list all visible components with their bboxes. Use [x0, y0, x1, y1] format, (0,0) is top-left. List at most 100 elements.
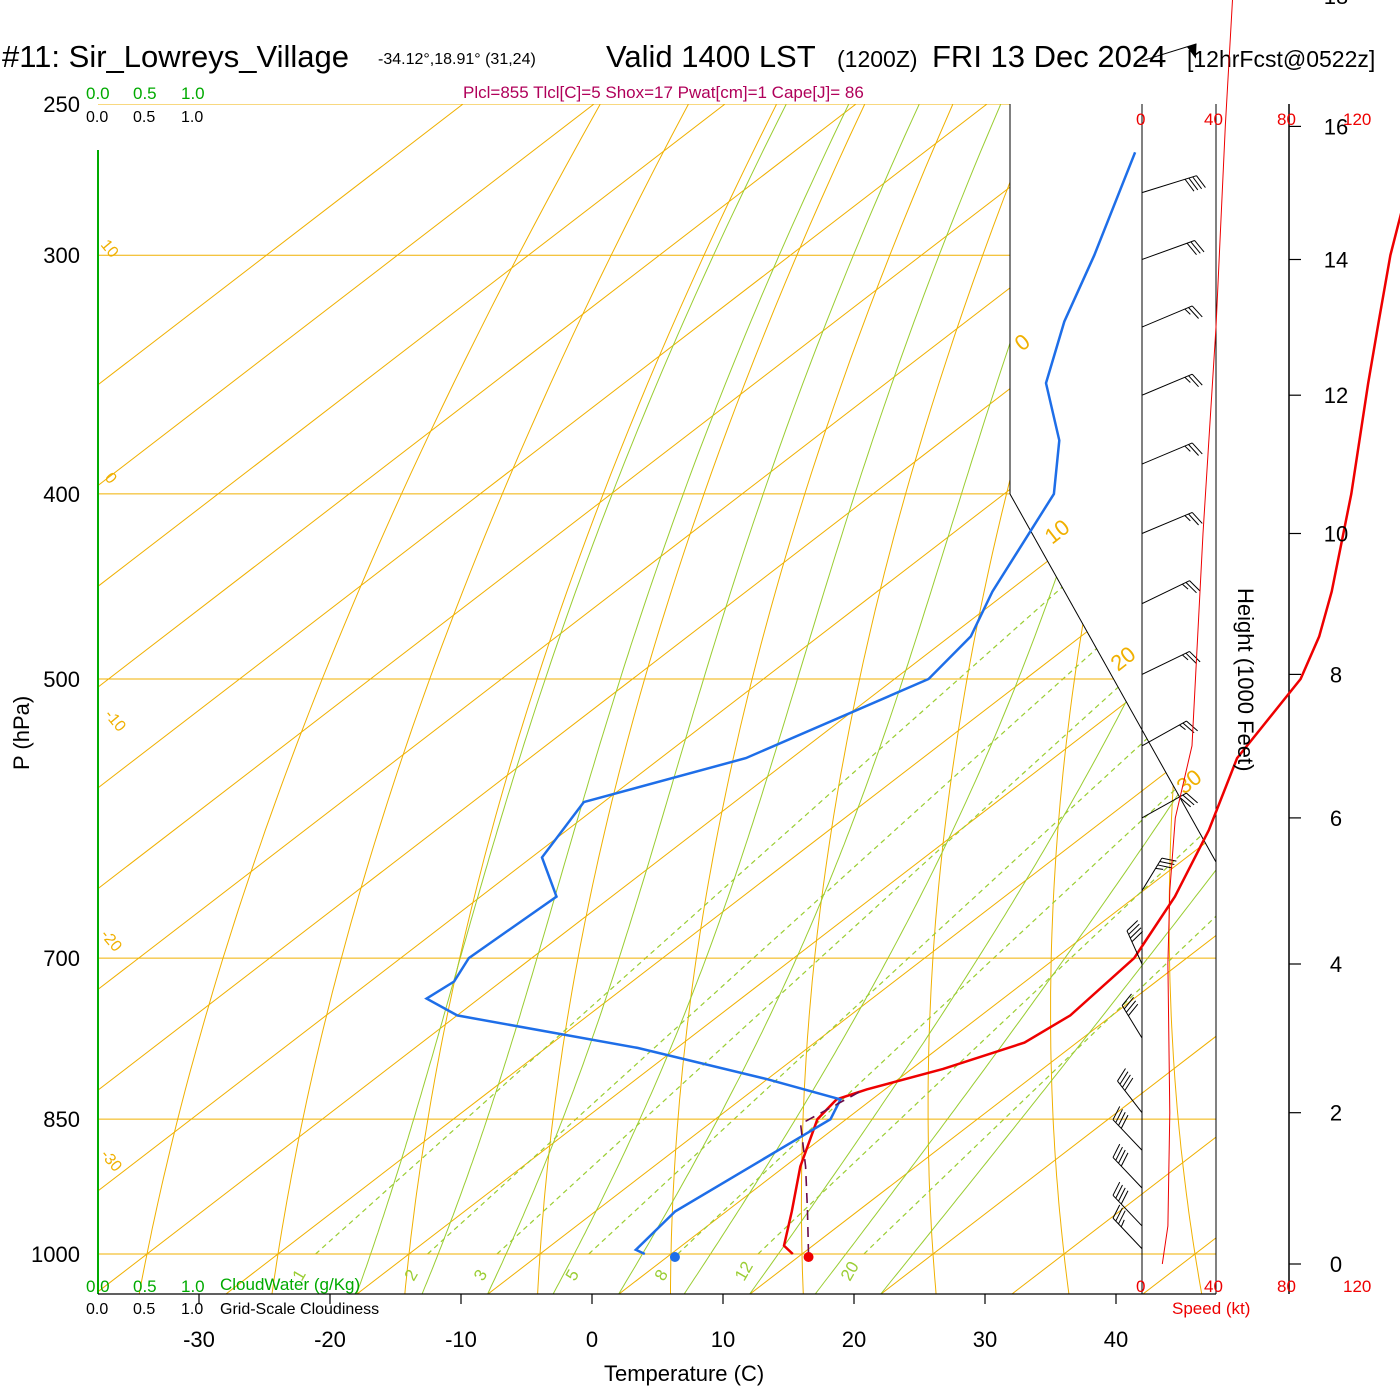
wind-barb	[1141, 650, 1201, 675]
height-axis-title: Height (1000 Feet)	[1233, 588, 1258, 771]
wind-barb-feather	[1119, 1071, 1129, 1085]
wind-barb-feather	[1112, 1181, 1121, 1196]
height-ticks: 02468101214161820222426283032	[1289, 0, 1348, 1277]
mixing-ratio-label: 2	[401, 1266, 422, 1284]
wind-barb-staff	[1141, 650, 1190, 675]
temperature-tick-label: -20	[314, 1327, 346, 1352]
wind-barb-half-feather	[1184, 515, 1191, 522]
station-title: #11: Sir_Lowreys_Village	[2, 39, 349, 74]
wind-barb	[1112, 1106, 1143, 1151]
temperature-tick-label: 0	[586, 1327, 598, 1352]
temperature-tick-label: 20	[842, 1327, 866, 1352]
wind-barb-feather	[1118, 1210, 1126, 1225]
wind-barb-staff	[1112, 1217, 1143, 1250]
wind-barb-staff	[1141, 175, 1197, 194]
mixing-ratio-line	[496, 493, 1216, 1255]
wind-barb	[1141, 720, 1198, 747]
wind-barb-half-feather	[1184, 445, 1191, 452]
isotherm-line	[98, 104, 1216, 1294]
wind-barb-feather	[1185, 582, 1197, 594]
cloudwater-label: CloudWater (g/Kg)	[220, 1275, 360, 1294]
speed-scale-bottom: 0 40 80 120	[1136, 1277, 1371, 1296]
moist-adiabat-line	[421, 104, 866, 1294]
wind-barb-feather	[1115, 1146, 1123, 1161]
wind-barb-feather	[1128, 1003, 1139, 1017]
cloudwater-scale-top: 0.0 0.5 1.0	[86, 84, 205, 103]
cloudwater-tick: 0.0	[86, 1277, 110, 1296]
wind-barb-half-feather	[1179, 724, 1186, 730]
cloudiness-tick: 0.0	[86, 109, 108, 126]
speed-axis-label: Speed (kt)	[1172, 1299, 1250, 1318]
speed-tick: 0	[1136, 1277, 1145, 1296]
moist-adiabat-line	[748, 104, 1216, 1294]
dry-adiabat-label: -20	[97, 927, 125, 956]
height-tick-label: 18	[1324, 0, 1348, 9]
mixing-ratio-label: 20	[837, 1258, 863, 1284]
cloudwater-scale-bottom: 0.0 0.5 1.0 CloudWater (g/Kg)	[86, 1275, 360, 1296]
pressure-tick-label: 1000	[31, 1242, 80, 1267]
isotherm-label: 30	[1172, 764, 1207, 799]
wind-barb-staff	[1112, 1157, 1143, 1189]
surface-temperature-dot	[803, 1252, 814, 1262]
pressure-ticks: 250 300 400 500 700 850 1000	[31, 92, 80, 1267]
temperature-tick-label: -10	[445, 1327, 477, 1352]
dry-adiabat-labels: 10 0 -10 -20 -30	[97, 237, 129, 1176]
x-axis-title: Temperature (C)	[604, 1361, 764, 1386]
stability-indices: Plcl=855 Tlcl[C]=5 Shox=17 Pwat[cm]=1 Ca…	[463, 83, 864, 102]
wind-barb-staff	[1141, 43, 1197, 62]
cloudiness-tick: 1.0	[181, 109, 203, 126]
speed-tick: 0	[1136, 110, 1145, 129]
wind-barb-feather	[1125, 1000, 1137, 1013]
wind-barb-feather	[1112, 1204, 1121, 1219]
isotherm-label: 10	[1040, 514, 1075, 549]
plot-right-diagonal	[1009, 493, 1217, 863]
wind-barb-feather	[1117, 1068, 1126, 1082]
height-tick-label: 4	[1330, 952, 1342, 977]
temperature-tick-label: 10	[711, 1327, 735, 1352]
dry-adiabat-label: 0	[101, 470, 120, 488]
wind-barb-feather	[1121, 993, 1132, 1006]
zulu-time: (1200Z)	[837, 46, 918, 72]
wind-barb-staff	[1141, 511, 1193, 534]
moist-adiabat-line	[880, 104, 1216, 1294]
temperature-tick-label: 40	[1104, 1327, 1128, 1352]
isotherm-line	[98, 104, 1163, 1294]
wind-barb-feather	[1196, 175, 1206, 188]
wind-barb	[1112, 1204, 1143, 1250]
wind-barb-feather	[1131, 931, 1143, 943]
wind-barb-feather	[1191, 305, 1203, 318]
wind-speed-profile	[1161, 0, 1233, 1265]
valid-time: Valid 1400 LST	[606, 39, 816, 74]
dry-adiabat-line	[800, 104, 1056, 1294]
surface-dewpoint-dot	[669, 1252, 680, 1262]
temperature-tick-label: 30	[973, 1327, 997, 1352]
dry-adiabat-lines	[138, 104, 1216, 1294]
wind-barb	[1141, 580, 1201, 605]
wind-barb-half-feather	[1155, 867, 1164, 870]
dry-adiabat-label: 10	[97, 237, 122, 262]
wind-barb-feather	[1189, 580, 1201, 592]
speed-tick: 120	[1343, 1277, 1371, 1296]
dry-adiabat-label: -30	[97, 1147, 125, 1176]
wind-barb-feather	[1115, 1207, 1123, 1222]
forecast-info: [12hrFcst@0522z]	[1187, 46, 1375, 72]
isotherm-line	[98, 104, 1216, 1294]
dewpoint-line	[424, 151, 1137, 1256]
cloudiness-scale-top: 0.0 0.5 1.0	[86, 109, 203, 126]
wind-barb-feather	[1112, 1143, 1121, 1158]
wind-barb-feather	[1179, 796, 1191, 808]
height-tick-label: 6	[1330, 806, 1342, 831]
mixing-ratio-line	[757, 493, 1216, 1255]
wind-barbs	[1112, 43, 1206, 1250]
wind-barb	[1141, 43, 1197, 62]
mixing-ratio-label: 8	[651, 1266, 672, 1284]
moist-adiabat-line	[355, 104, 804, 1294]
wind-barb-staff	[1141, 442, 1193, 465]
wind-barb-feather	[1194, 240, 1205, 253]
cloudwater-tick: 1.0	[181, 84, 205, 103]
wind-barb-feather	[1118, 1187, 1126, 1202]
mixing-ratio-label: 12	[731, 1258, 757, 1284]
wind-barb-feather	[1185, 652, 1197, 664]
wind-barb-feather	[1118, 1149, 1126, 1164]
